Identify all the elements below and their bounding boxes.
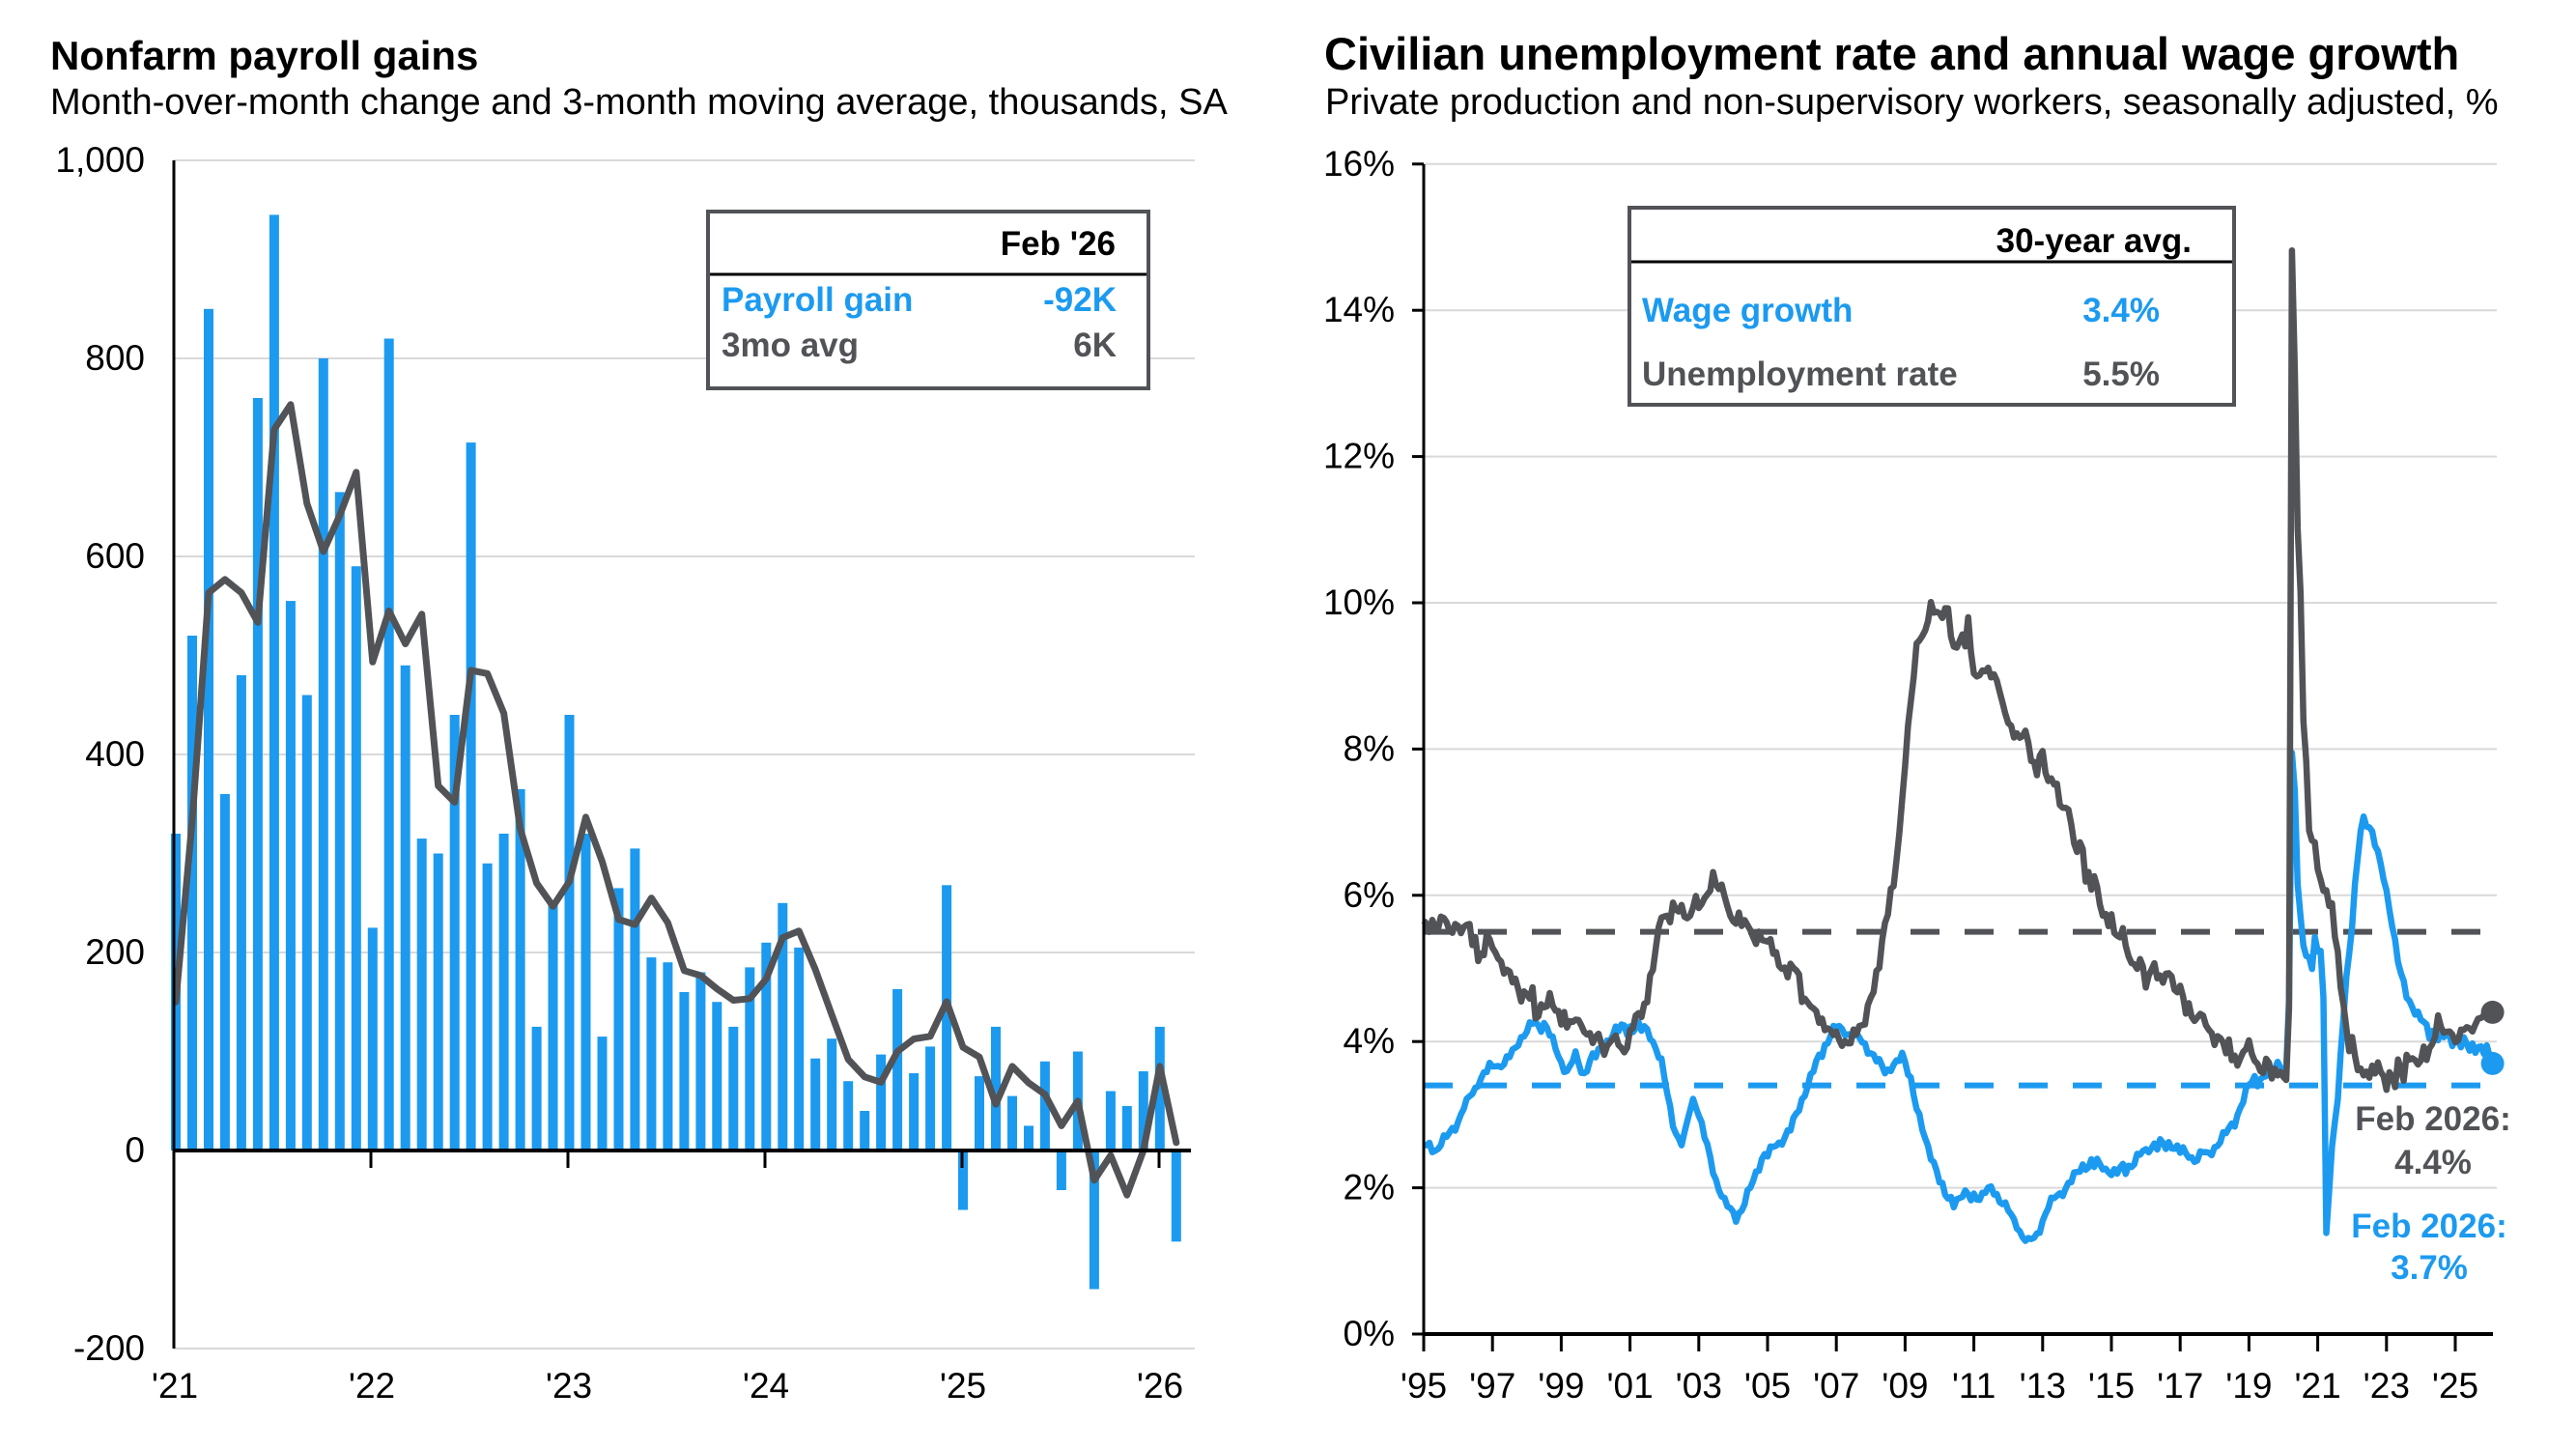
svg-text:'23: '23 bbox=[2364, 1366, 2410, 1406]
svg-text:800: 800 bbox=[85, 338, 145, 378]
svg-text:Civilian unemployment rate and: Civilian unemployment rate and annual wa… bbox=[1324, 28, 2459, 79]
svg-text:0: 0 bbox=[125, 1130, 145, 1170]
svg-text:14%: 14% bbox=[1323, 290, 1395, 329]
svg-text:0%: 0% bbox=[1344, 1314, 1395, 1353]
svg-text:Payroll gain: Payroll gain bbox=[722, 281, 913, 319]
svg-text:Month-over-month change and 3-: Month-over-month change and 3-month movi… bbox=[50, 82, 1228, 123]
svg-text:Feb 2026:: Feb 2026: bbox=[2351, 1208, 2506, 1245]
svg-text:8%: 8% bbox=[1344, 728, 1395, 768]
svg-text:'21: '21 bbox=[2294, 1366, 2340, 1406]
svg-text:'01: '01 bbox=[1606, 1366, 1653, 1406]
svg-text:16%: 16% bbox=[1323, 144, 1395, 184]
svg-text:Nonfarm payroll gains: Nonfarm payroll gains bbox=[50, 33, 478, 78]
svg-text:Feb 2026:: Feb 2026: bbox=[2355, 1100, 2510, 1138]
svg-text:'25: '25 bbox=[940, 1366, 986, 1406]
svg-text:'03: '03 bbox=[1676, 1366, 1722, 1406]
svg-text:4.4%: 4.4% bbox=[2394, 1144, 2472, 1181]
svg-text:Wage growth: Wage growth bbox=[1642, 292, 1853, 329]
svg-text:200: 200 bbox=[85, 932, 145, 972]
svg-text:'26: '26 bbox=[1137, 1366, 1183, 1406]
svg-text:'22: '22 bbox=[349, 1366, 395, 1406]
svg-text:'99: '99 bbox=[1538, 1366, 1584, 1406]
svg-text:'25: '25 bbox=[2432, 1366, 2478, 1406]
svg-text:6%: 6% bbox=[1344, 875, 1395, 915]
svg-text:4%: 4% bbox=[1344, 1021, 1395, 1061]
svg-text:2%: 2% bbox=[1344, 1168, 1395, 1208]
svg-text:'11: '11 bbox=[1952, 1366, 1996, 1406]
svg-text:'23: '23 bbox=[546, 1366, 592, 1406]
svg-text:'07: '07 bbox=[1813, 1366, 1859, 1406]
svg-text:3mo avg: 3mo avg bbox=[722, 327, 859, 364]
svg-text:'15: '15 bbox=[2088, 1366, 2135, 1406]
svg-text:6K: 6K bbox=[1073, 327, 1117, 364]
svg-text:30-year avg.: 30-year avg. bbox=[1996, 222, 2192, 260]
svg-text:10%: 10% bbox=[1323, 582, 1395, 622]
svg-text:12%: 12% bbox=[1323, 437, 1395, 476]
svg-text:Feb '26: Feb '26 bbox=[1001, 225, 1116, 263]
svg-text:'19: '19 bbox=[2225, 1366, 2272, 1406]
svg-text:5.5%: 5.5% bbox=[2082, 355, 2160, 393]
svg-text:'21: '21 bbox=[152, 1366, 198, 1406]
svg-text:'95: '95 bbox=[1401, 1366, 1447, 1406]
svg-text:1,000: 1,000 bbox=[55, 140, 145, 180]
svg-text:'17: '17 bbox=[2157, 1366, 2203, 1406]
svg-text:'97: '97 bbox=[1469, 1366, 1515, 1406]
svg-text:-92K: -92K bbox=[1043, 281, 1117, 319]
svg-text:'13: '13 bbox=[2020, 1366, 2066, 1406]
svg-text:Private production and non-sup: Private production and non-supervisory w… bbox=[1325, 82, 2499, 123]
svg-text:400: 400 bbox=[85, 734, 145, 774]
svg-text:3.7%: 3.7% bbox=[2391, 1249, 2468, 1287]
svg-text:'05: '05 bbox=[1744, 1366, 1791, 1406]
svg-text:-200: -200 bbox=[73, 1328, 145, 1368]
svg-text:'09: '09 bbox=[1882, 1366, 1928, 1406]
svg-text:Unemployment rate: Unemployment rate bbox=[1642, 355, 1958, 393]
svg-text:3.4%: 3.4% bbox=[2082, 292, 2160, 329]
svg-text:600: 600 bbox=[85, 536, 145, 576]
svg-text:'24: '24 bbox=[743, 1366, 789, 1406]
